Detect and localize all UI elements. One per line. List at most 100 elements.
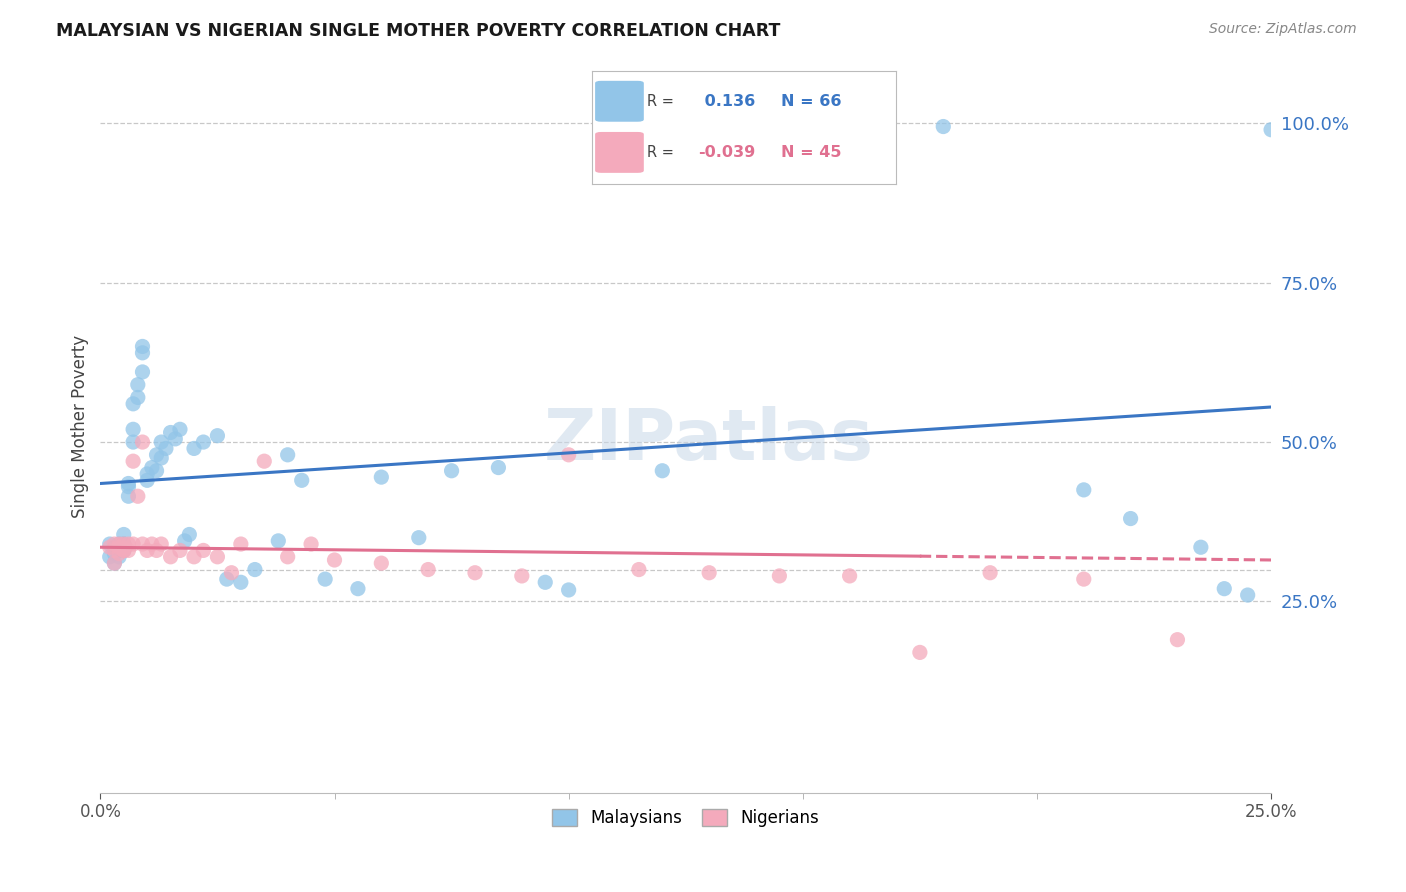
Point [557, 582, 579, 597]
Point [243, 563, 266, 577]
Point [108, 549, 131, 564]
Point [117, 537, 139, 551]
Point [131, 365, 153, 379]
Point [112, 543, 135, 558]
Point [112, 537, 135, 551]
Legend: Malaysians, Nigerians: Malaysians, Nigerians [544, 801, 828, 836]
Point [108, 543, 131, 558]
Point [108, 540, 131, 554]
Text: ZIPatlas: ZIPatlas [544, 406, 875, 475]
Point [215, 572, 238, 586]
Point [1073, 572, 1095, 586]
Point [299, 537, 322, 551]
Point [103, 556, 125, 570]
Point [768, 569, 790, 583]
Point [136, 543, 159, 558]
Point [127, 489, 149, 503]
Point [169, 422, 191, 436]
Point [103, 543, 125, 558]
Point [510, 569, 533, 583]
Point [103, 540, 125, 554]
Point [440, 464, 463, 478]
Point [122, 422, 145, 436]
Point [112, 527, 135, 541]
Point [131, 537, 153, 551]
Point [145, 448, 167, 462]
Point [117, 480, 139, 494]
Point [1213, 582, 1236, 596]
Point [122, 454, 145, 468]
Point [183, 549, 205, 564]
Point [150, 537, 173, 551]
Point [131, 435, 153, 450]
Point [141, 537, 163, 551]
Point [150, 450, 173, 465]
Point [117, 489, 139, 503]
Point [136, 467, 159, 481]
Point [370, 556, 392, 570]
Point [277, 549, 299, 564]
Point [370, 470, 392, 484]
Point [1189, 540, 1212, 554]
Point [838, 569, 860, 583]
Point [486, 460, 509, 475]
Point [173, 533, 195, 548]
Point [179, 527, 201, 541]
Point [408, 531, 430, 545]
Point [323, 553, 346, 567]
Point [98, 540, 121, 554]
Point [464, 566, 486, 580]
Point [108, 540, 131, 554]
Point [145, 543, 167, 558]
Point [165, 432, 187, 446]
Point [314, 572, 336, 586]
Point [98, 537, 121, 551]
Point [862, 120, 884, 134]
Point [108, 547, 131, 561]
Point [1236, 588, 1258, 602]
Point [932, 120, 955, 134]
Point [131, 339, 153, 353]
Point [112, 543, 135, 558]
Point [207, 428, 229, 442]
Point [1119, 511, 1142, 525]
Point [127, 377, 149, 392]
Point [103, 547, 125, 561]
Point [193, 543, 215, 558]
Point [291, 473, 314, 487]
Point [169, 543, 191, 558]
Point [141, 460, 163, 475]
Point [159, 425, 181, 440]
Point [253, 454, 276, 468]
Point [418, 563, 440, 577]
Point [112, 543, 135, 558]
Point [193, 435, 215, 450]
Point [534, 575, 557, 590]
Point [117, 543, 139, 558]
Point [112, 543, 135, 558]
Point [792, 122, 814, 136]
Point [159, 549, 181, 564]
Point [277, 448, 299, 462]
Point [229, 575, 252, 590]
Point [155, 442, 177, 456]
Point [103, 537, 125, 551]
Point [1260, 122, 1282, 136]
Point [122, 435, 145, 450]
Point [721, 126, 744, 140]
Point [347, 582, 370, 596]
Point [697, 566, 720, 580]
Point [145, 464, 167, 478]
Point [651, 464, 673, 478]
Point [1166, 632, 1188, 647]
Point [122, 537, 145, 551]
Point [108, 537, 131, 551]
Point [267, 533, 290, 548]
Y-axis label: Single Mother Poverty: Single Mother Poverty [72, 334, 89, 517]
Point [150, 435, 173, 450]
Point [557, 448, 579, 462]
Point [1073, 483, 1095, 497]
Text: MALAYSIAN VS NIGERIAN SINGLE MOTHER POVERTY CORRELATION CHART: MALAYSIAN VS NIGERIAN SINGLE MOTHER POVE… [56, 22, 780, 40]
Point [131, 346, 153, 360]
Point [136, 473, 159, 487]
